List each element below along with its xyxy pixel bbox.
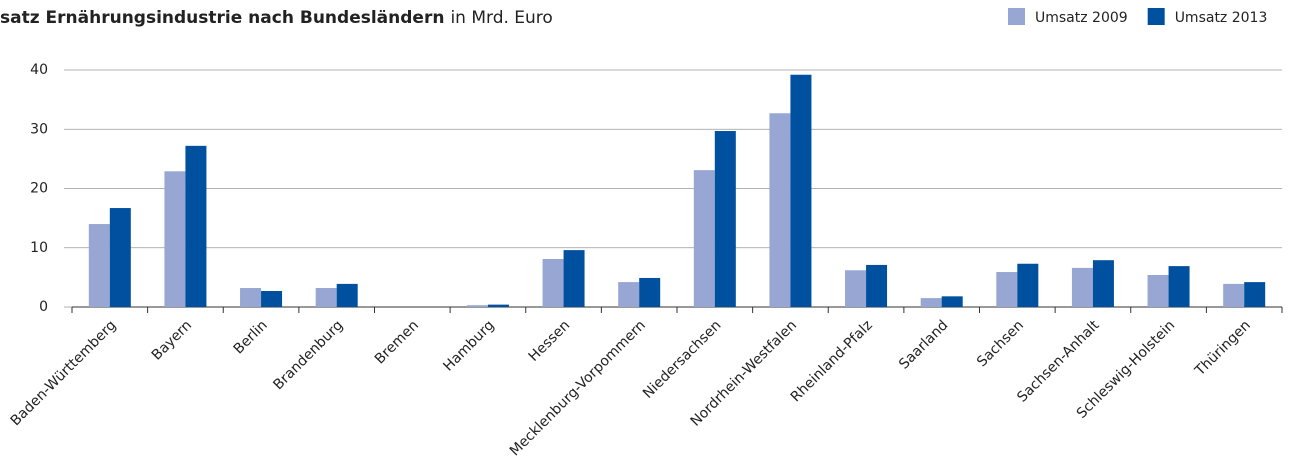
y-tick-label: 20	[30, 181, 48, 197]
bar	[639, 277, 661, 307]
subtitle: in Mrd. Euro	[450, 8, 552, 28]
bar	[1147, 275, 1169, 307]
legend-label: Umsatz 2013	[1175, 10, 1268, 26]
bar	[866, 264, 888, 307]
bar	[1223, 283, 1245, 307]
title: satz Ernährungsindustrie nach Bundesländ…	[0, 8, 444, 28]
bar	[88, 224, 110, 307]
x-tick-label: Baden-Württemberg	[8, 317, 120, 429]
bar	[466, 305, 488, 307]
bar	[109, 208, 131, 307]
x-tick-label: Sachsen-Anhalt	[1014, 317, 1103, 406]
y-tick-label: 0	[39, 299, 48, 315]
chart-title: satz Ernährungsindustrie nach Bundesländ…	[0, 8, 553, 28]
x-tick-label: Hamburg	[440, 317, 497, 374]
bar	[693, 170, 715, 307]
y-tick-label: 30	[30, 121, 48, 137]
bar	[769, 113, 791, 307]
bar	[790, 74, 812, 308]
bar	[336, 283, 358, 307]
bar	[542, 259, 564, 307]
bar	[487, 304, 509, 307]
bar	[920, 298, 942, 307]
x-tick-label: Saarland	[896, 317, 951, 372]
bar	[941, 296, 963, 307]
bar	[996, 272, 1018, 307]
x-tick-label: Bremen	[372, 317, 422, 367]
y-tick-label: 10	[30, 240, 48, 256]
bar	[240, 288, 262, 307]
bar	[1017, 263, 1039, 307]
bar	[261, 291, 283, 307]
bar	[845, 270, 867, 307]
x-tick-label: Mecklenburg-Vorpommern	[507, 317, 649, 459]
legend-label: Umsatz 2009	[1035, 10, 1128, 26]
bar	[315, 288, 337, 307]
legend-swatch	[1008, 8, 1025, 25]
x-tick-label: Berlin	[231, 317, 271, 357]
x-tick-label: Thüringen	[1191, 317, 1253, 379]
x-tick-label: Brandenburg	[270, 317, 346, 393]
bar	[1244, 282, 1266, 307]
x-tick-label: Bayern	[149, 317, 195, 363]
bar	[618, 282, 640, 307]
bar	[164, 171, 186, 307]
bar	[1071, 267, 1093, 307]
bar	[1168, 266, 1190, 307]
legend-swatch	[1147, 8, 1165, 25]
x-tick-label: Rheinland-Pfalz	[788, 317, 876, 405]
bar	[185, 145, 207, 307]
y-tick-label: 40	[30, 62, 48, 78]
x-tick-label: Hessen	[526, 317, 574, 365]
x-tick-label: Niedersachsen	[640, 317, 724, 401]
bar	[1092, 260, 1114, 307]
bar	[714, 131, 736, 307]
x-tick-label: Sachsen	[974, 317, 1027, 370]
bar	[563, 250, 585, 307]
